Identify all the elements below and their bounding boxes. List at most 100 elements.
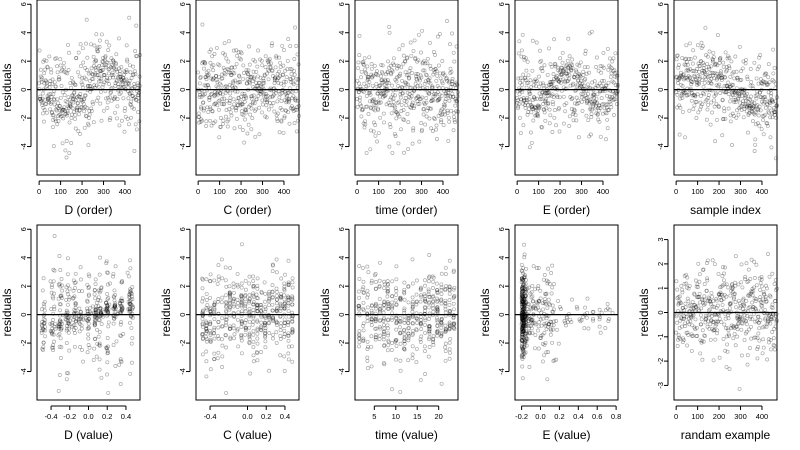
scatter-point <box>50 77 55 82</box>
scatter-point <box>720 98 725 103</box>
scatter-point <box>521 123 526 128</box>
scatter-point <box>520 325 525 330</box>
scatter-point <box>85 309 90 314</box>
scatter-point <box>693 278 698 283</box>
scatter-point <box>250 116 255 121</box>
scatter-point <box>374 100 379 105</box>
scatter-point <box>294 76 299 81</box>
scatter-point <box>523 311 528 316</box>
scatter-point <box>265 100 270 105</box>
scatter-point <box>442 73 447 78</box>
scatter-point <box>451 50 456 55</box>
scatter-point <box>356 90 361 95</box>
scatter-point <box>208 305 213 310</box>
scatter-point <box>56 77 61 82</box>
scatter-point <box>678 74 682 79</box>
scatter-point <box>693 76 698 81</box>
scatter-point <box>59 319 64 324</box>
scatter-point <box>204 124 209 128</box>
scatter-point <box>531 107 536 112</box>
scatter-point <box>402 118 407 122</box>
scatter-point <box>282 286 287 291</box>
scatter-point <box>373 286 378 291</box>
scatter-point <box>251 339 256 344</box>
scatter-point <box>683 75 688 80</box>
scatter-point <box>357 53 362 58</box>
scatter-point <box>558 72 563 77</box>
scatter-point <box>226 59 231 64</box>
x-tick-label: 100 <box>54 187 67 196</box>
scatter-point <box>52 268 57 273</box>
scatter-point <box>82 75 87 80</box>
scatter-point <box>605 93 609 98</box>
scatter-point <box>684 281 689 286</box>
x-axis-label: sample index <box>690 203 761 217</box>
scatter-point <box>521 288 526 293</box>
scatter-point <box>226 68 231 73</box>
scatter-point <box>270 94 275 99</box>
scatter-point <box>713 139 718 144</box>
scatter-point <box>105 100 110 105</box>
scatter-point <box>687 303 692 308</box>
scatter-point <box>267 57 272 62</box>
scatter-point <box>281 72 286 77</box>
scatter-point <box>73 319 78 324</box>
scatter-point <box>398 331 402 335</box>
scatter-point <box>605 306 610 311</box>
scatter-point <box>220 92 225 97</box>
scatter-point <box>71 317 76 322</box>
scatter-point <box>764 324 769 329</box>
scatter-point <box>693 317 698 322</box>
scatter-point <box>451 287 456 292</box>
scatter-point <box>572 107 577 112</box>
scatter-point <box>247 297 252 302</box>
scatter-point <box>126 96 131 101</box>
scatter-point <box>249 96 254 101</box>
scatter-point <box>272 81 277 86</box>
scatter-point <box>433 67 438 72</box>
scatter-point <box>521 281 526 286</box>
scatter-point <box>274 113 279 118</box>
scatter-point <box>607 307 612 312</box>
scatter-point <box>355 78 360 83</box>
scatter-point <box>40 100 45 105</box>
scatter-point <box>539 58 544 63</box>
scatter-point <box>453 98 458 103</box>
scatter-point <box>247 309 252 314</box>
scatter-point <box>269 68 274 73</box>
scatter-point <box>254 306 259 311</box>
scatter-point <box>575 84 580 89</box>
scatter-point <box>695 303 700 308</box>
scatter-point <box>135 81 140 86</box>
scatter-point <box>742 107 747 111</box>
scatter-point <box>772 347 777 352</box>
scatter-point <box>67 297 72 302</box>
scatter-point <box>520 300 525 305</box>
scatter-point <box>530 107 535 112</box>
scatter-point <box>260 84 265 89</box>
scatter-point <box>541 316 545 321</box>
y-tick-label: 6 <box>497 227 506 231</box>
scatter-point <box>691 303 696 308</box>
scatter-point <box>397 47 402 52</box>
scatter-point <box>721 117 726 121</box>
scatter-point <box>294 44 299 48</box>
scatter-point <box>99 118 104 123</box>
scatter-point <box>94 354 99 359</box>
x-tick-label: 100 <box>691 412 704 421</box>
scatter-point <box>720 133 725 138</box>
scatter-point <box>762 291 767 296</box>
scatter-point <box>445 19 449 23</box>
scatter-point <box>105 351 110 356</box>
scatter-point <box>293 96 298 101</box>
scatter-point <box>708 122 713 127</box>
scatter-point <box>523 338 528 343</box>
scatter-point <box>590 80 595 85</box>
scatter-point <box>751 305 756 310</box>
scatter-point <box>447 288 452 293</box>
scatter-point <box>99 68 104 73</box>
scatter-point <box>427 274 432 279</box>
scatter-point <box>432 91 437 96</box>
scatter-point <box>357 98 362 103</box>
scatter-point <box>524 335 529 340</box>
